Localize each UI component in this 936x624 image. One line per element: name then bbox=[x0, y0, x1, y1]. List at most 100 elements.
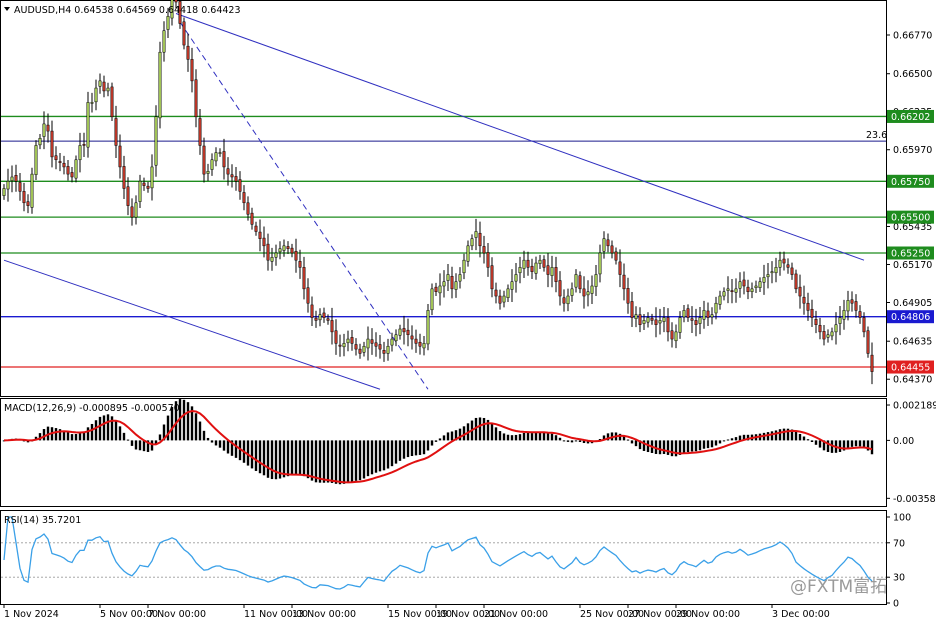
candle-body bbox=[394, 334, 398, 342]
candle-body bbox=[62, 162, 66, 168]
candle-body bbox=[442, 281, 446, 287]
macd-bar bbox=[798, 433, 802, 441]
candle-body bbox=[566, 295, 570, 305]
time-tick-label: 27 Nov 00:00 bbox=[628, 609, 692, 620]
macd-bar bbox=[562, 440, 566, 442]
candle-body bbox=[666, 317, 670, 333]
candle-body bbox=[102, 81, 106, 92]
rsi-tick-label: 100 bbox=[893, 513, 911, 524]
price-axis: 0.667700.665000.662350.659700.654350.651… bbox=[886, 30, 932, 386]
candle-body bbox=[326, 318, 330, 321]
macd-bar bbox=[114, 420, 118, 441]
macd-bar bbox=[402, 440, 406, 459]
level-tags: 0.66202 0.65750 0.65500 0.65250 0.64806 0.644… bbox=[887, 109, 934, 374]
macd-bar bbox=[226, 440, 230, 454]
candle-body bbox=[838, 317, 842, 324]
rsi-tick-label: 30 bbox=[893, 573, 905, 584]
macd-bar bbox=[198, 421, 202, 441]
price-tag bbox=[887, 109, 934, 123]
time-tick-label: 21 Nov 00:00 bbox=[484, 609, 548, 620]
candle-body bbox=[70, 172, 74, 178]
time-tick-label: 13 Nov 00:00 bbox=[292, 609, 356, 620]
candle-body bbox=[550, 267, 554, 276]
candle-body bbox=[710, 314, 714, 318]
macd-bar bbox=[494, 427, 498, 441]
macd-bar bbox=[434, 440, 438, 442]
macd-bar bbox=[698, 440, 702, 451]
macd-bar bbox=[454, 430, 458, 441]
candle-body bbox=[266, 243, 270, 261]
candles bbox=[2, 0, 874, 385]
macd-bar bbox=[462, 426, 466, 441]
macd-bar bbox=[674, 440, 678, 457]
candle-body bbox=[250, 212, 254, 225]
candle-body bbox=[346, 338, 350, 344]
candle-body bbox=[842, 310, 846, 320]
macd-bar bbox=[358, 440, 362, 481]
macd-bar bbox=[422, 440, 426, 455]
price-tag-label: 0.65250 bbox=[891, 249, 930, 260]
main-pane-frame bbox=[0, 0, 887, 397]
macd-bar bbox=[334, 440, 338, 484]
macd-bar bbox=[706, 440, 710, 449]
candle-body bbox=[714, 302, 718, 314]
macd-bar bbox=[822, 440, 826, 451]
candle-body bbox=[610, 245, 614, 254]
time-tick-label: 11 Nov 00:00 bbox=[244, 609, 308, 620]
candle-body bbox=[482, 246, 486, 254]
candle-body bbox=[2, 188, 6, 196]
candle-body bbox=[146, 185, 150, 189]
candle-body bbox=[170, 0, 174, 19]
macd-bar bbox=[106, 414, 110, 441]
candle-body bbox=[562, 297, 566, 304]
symbol-dropdown-icon[interactable] bbox=[4, 7, 10, 11]
macd-bar bbox=[554, 435, 558, 441]
macd-bar bbox=[150, 440, 154, 451]
candle-body bbox=[306, 287, 310, 304]
macd-tick-label: -0.003587 bbox=[893, 494, 936, 505]
macd-bar bbox=[162, 424, 166, 441]
macd-bar bbox=[766, 432, 770, 441]
rsi-axis: 100 70 30 0 bbox=[886, 513, 911, 610]
candle-body bbox=[46, 124, 50, 132]
candle-body bbox=[414, 338, 418, 344]
macd-bar bbox=[354, 440, 358, 481]
candle-body bbox=[722, 291, 726, 297]
macd-bar bbox=[362, 440, 366, 479]
candle-body bbox=[142, 182, 146, 186]
candle-body bbox=[590, 285, 594, 294]
macd-bar bbox=[626, 439, 630, 441]
rsi-line bbox=[3, 516, 873, 590]
macd-indicator bbox=[2, 399, 874, 485]
macd-bar bbox=[122, 432, 126, 441]
macd-bar bbox=[582, 440, 586, 444]
macd-bar bbox=[794, 431, 798, 441]
macd-bar bbox=[306, 440, 310, 479]
price-tag-label: 0.65500 bbox=[891, 213, 930, 224]
macd-bar bbox=[538, 432, 542, 441]
candle-body bbox=[154, 116, 158, 166]
macd-bar bbox=[806, 439, 810, 441]
price-tick-label: 0.64905 bbox=[893, 298, 932, 309]
candle-body bbox=[38, 138, 42, 146]
macd-bar bbox=[802, 436, 806, 441]
candle-body bbox=[10, 176, 14, 181]
macd-bar bbox=[622, 436, 626, 441]
macd-bar bbox=[78, 432, 82, 441]
macd-bar bbox=[690, 440, 694, 452]
candle-body bbox=[262, 237, 266, 247]
candle-body bbox=[234, 176, 238, 182]
trend-line bbox=[179, 21, 429, 390]
candle-body bbox=[474, 231, 478, 238]
trend-line bbox=[175, 13, 865, 261]
macd-bar bbox=[682, 440, 686, 454]
candle-body bbox=[598, 252, 602, 275]
price-tick-label: 0.66500 bbox=[893, 69, 932, 80]
macd-bar bbox=[210, 440, 214, 443]
macd-bar bbox=[102, 415, 106, 441]
time-tick-label: 3 Dec 00:00 bbox=[772, 609, 830, 620]
macd-bar bbox=[370, 440, 374, 475]
macd-bar bbox=[406, 440, 410, 458]
macd-bar bbox=[270, 440, 274, 480]
